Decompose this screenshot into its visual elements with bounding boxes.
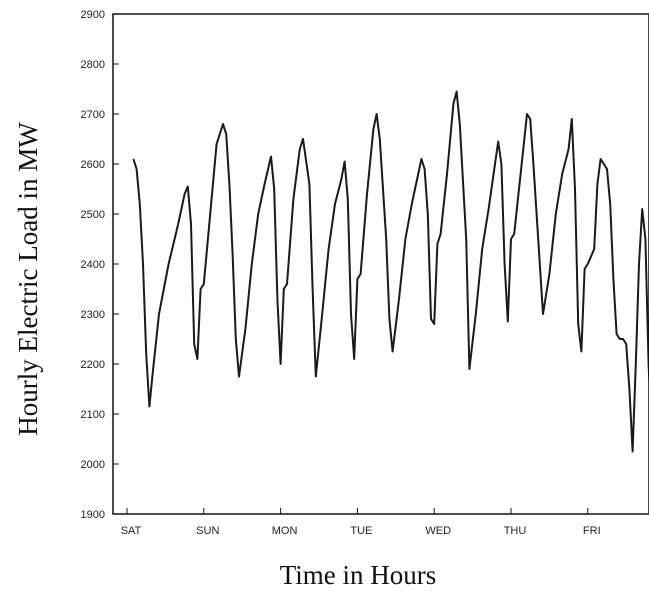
plot-frame [112,13,649,515]
y-tick-label-2700: 2700 [81,109,105,121]
x-axis-ticks [126,508,589,514]
y-tick-label-2800: 2800 [81,59,105,71]
x-axis-title: Time in Hours [280,560,437,590]
x-tick-label-wed: WED [425,525,451,537]
x-axis-tick-labels: SAT SUN MON TUE WED THU FRI [121,525,601,537]
y-axis-ticks [113,13,119,515]
y-tick-label-2200: 2200 [81,359,105,371]
y-tick-label-2500: 2500 [81,209,105,221]
x-tick-label-mon: MON [272,525,298,537]
x-tick-label-fri: FRI [583,525,601,537]
x-tick-label-thu: THU [504,525,527,537]
y-tick-label-2300: 2300 [81,309,105,321]
y-tick-label-2600: 2600 [81,159,105,171]
y-tick-label-2900: 2900 [81,9,105,21]
x-tick-label-sat: SAT [121,525,142,537]
x-tick-label-sun: SUN [196,525,219,537]
y-axis-title: Hourly Electric Load in MW [13,122,43,436]
x-tick-label-tue: TUE [350,525,372,537]
y-tick-label-2000: 2000 [81,459,105,471]
y-tick-label-1900: 1900 [81,509,105,521]
y-tick-label-2400: 2400 [81,259,105,271]
load-series-line [132,90,649,453]
y-tick-label-2100: 2100 [81,409,105,421]
y-axis-tick-labels: 1900 2000 2100 2200 2300 2400 2500 2600 2700 2800… [81,9,105,521]
